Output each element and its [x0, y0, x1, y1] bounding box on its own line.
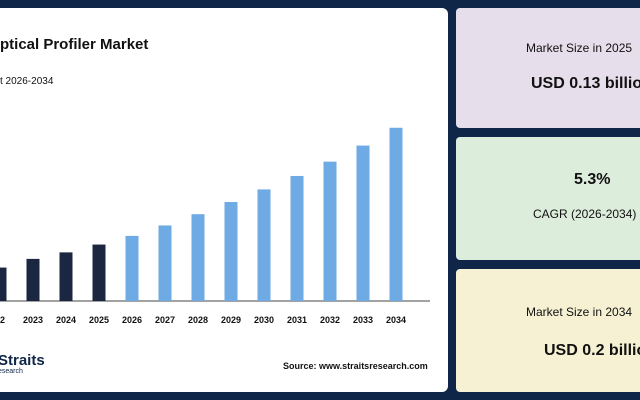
stat-value: USD 0.13 billio [531, 75, 640, 92]
stat-value: USD 0.2 billio [544, 342, 640, 359]
bar-2031 [290, 175, 304, 301]
stat-label: CAGR (2026-2034) [533, 207, 637, 221]
x-tick-label: 2033 [353, 315, 373, 325]
straits-logo: Straits esearch [0, 353, 45, 376]
bar-2032 [323, 161, 337, 301]
x-tick-label: 2029 [221, 315, 241, 325]
x-tick-label: 2030 [254, 315, 274, 325]
bar-2023 [26, 258, 40, 301]
x-tick-label: 2028 [188, 315, 208, 325]
logo-sub-text: esearch [0, 368, 23, 375]
bar-2030 [257, 189, 271, 301]
bar-2024 [59, 252, 73, 301]
x-tick-label: 2031 [287, 315, 307, 325]
bar-2028 [191, 214, 205, 301]
stat-label: Market Size in 2034 [526, 305, 633, 319]
x-tick-label: 2025 [89, 315, 109, 325]
logo-main-text: Straits [0, 352, 45, 369]
stat-value: 5.3% [574, 171, 611, 188]
bar-2027 [158, 225, 172, 301]
market-size-2034-card: Market Size in 2034 USD 0.2 billio [456, 269, 640, 392]
bar-2029 [224, 202, 238, 301]
chart-subtitle: t 2026-2034 [0, 76, 54, 87]
x-tick-label: 2034 [386, 315, 406, 325]
chart-card: ptical Profiler Market t 2026-2034 22 202… [0, 8, 448, 392]
source-text: Source: www.straitsresearch.com [283, 361, 428, 371]
market-size-2025-card: Market Size in 2025 USD 0.13 billio [456, 8, 640, 128]
bar-2026 [125, 235, 139, 301]
chart-title: ptical Profiler Market [0, 36, 149, 53]
bar-2025 [92, 244, 106, 301]
x-tick-label: 2032 [320, 315, 340, 325]
x-tick-label: 2023 [23, 315, 43, 325]
x-tick-label: 22 [0, 315, 5, 325]
x-tick-label: 2027 [155, 315, 175, 325]
bar-2034 [389, 127, 403, 302]
cagr-card: 5.3% CAGR (2026-2034) [456, 137, 640, 260]
bar-chart: 22 2023 2024 2025 2026 2027 2028 2029 2030 2031 20… [0, 127, 430, 325]
bars-group [0, 127, 403, 302]
stat-label: Market Size in 2025 [526, 41, 633, 55]
bar-2033 [356, 145, 370, 301]
x-tick-label: 2024 [56, 315, 76, 325]
bar-22 [0, 267, 7, 301]
tick-labels-group: 22 2023 2024 2025 2026 2027 2028 2029 2030 2031 20… [0, 315, 406, 325]
x-tick-label: 2026 [122, 315, 142, 325]
